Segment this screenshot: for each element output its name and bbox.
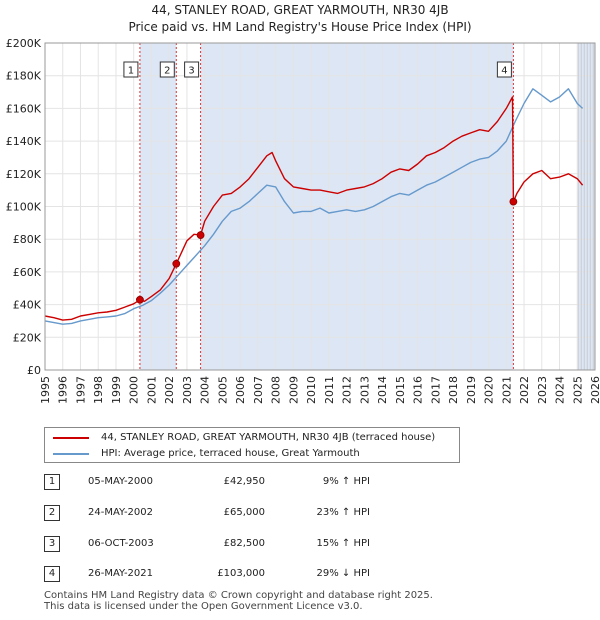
table-row: 1 05-MAY-2000 £42,950 9% ↑ HPI — [0, 474, 600, 492]
x-tick-label: 2009 — [287, 376, 300, 404]
y-tick-label: £200K — [6, 37, 42, 50]
x-tick-label: 2020 — [483, 376, 496, 404]
sale-marker-box — [184, 61, 200, 78]
sale-point — [196, 231, 205, 240]
x-tick-label: 2012 — [341, 376, 354, 404]
x-tick-label: 2008 — [270, 376, 283, 404]
sale-marker-label: 3 — [188, 66, 194, 77]
sale-marker-box — [159, 61, 175, 78]
table-row: 3 06-OCT-2003 £82,500 15% ↑ HPI — [0, 536, 600, 554]
price-chart: 1 2 3 4 £0 £20K £40K £60K £80K £100K £120K £140K £16… — [6, 37, 600, 404]
sale-hpi-diff: 29% ↓ HPI — [316, 568, 370, 579]
sale-date: 06-OCT-2003 — [88, 538, 154, 549]
x-tick-label: 1996 — [57, 376, 70, 404]
legend-swatch-property — [53, 437, 89, 439]
legend-swatch-hpi — [53, 453, 89, 455]
y-tick-label: £80K — [13, 233, 42, 246]
sale-number-badge: 1 — [44, 474, 60, 490]
sale-point — [509, 197, 518, 206]
sale-date: 24-MAY-2002 — [88, 507, 154, 518]
sale-marker-label: 2 — [164, 66, 170, 77]
y-tick-label: £160K — [6, 102, 42, 115]
x-tick-label: 2003 — [181, 376, 194, 404]
footer-line-2: This data is licensed under the Open Gov… — [44, 601, 363, 612]
y-tick-label: £180K — [6, 70, 42, 83]
legend-label-hpi: HPI: Average price, terraced house, Grea… — [101, 448, 360, 459]
x-tick-label: 1997 — [74, 376, 87, 404]
sale-marker-box — [123, 61, 139, 78]
x-tick-label: 1995 — [39, 376, 52, 404]
sale-date: 05-MAY-2000 — [88, 476, 154, 487]
sale-price: £42,950 — [223, 476, 265, 487]
hpi-line — [44, 88, 584, 325]
x-tick-label: 2023 — [536, 376, 549, 404]
x-tick-label: 2007 — [252, 376, 265, 404]
sale-price: £103,000 — [217, 568, 265, 579]
x-tick-label: 2015 — [394, 376, 407, 404]
sale-price: £82,500 — [223, 538, 265, 549]
x-tick-label: 2000 — [128, 376, 141, 404]
x-tick-label: 2001 — [145, 376, 158, 404]
x-tick-label: 1998 — [92, 376, 105, 404]
sale-number-badge: 3 — [44, 536, 60, 552]
legend-label-property: 44, STANLEY ROAD, GREAT YARMOUTH, NR30 4… — [101, 432, 436, 443]
y-tick-label: £100K — [6, 201, 42, 214]
sale-point — [172, 259, 181, 268]
legend: 44, STANLEY ROAD, GREAT YARMOUTH, NR30 4… — [44, 427, 460, 463]
y-tick-label: £140K — [6, 135, 42, 148]
y-tick-label: £60K — [13, 266, 42, 279]
sale-hpi-diff: 9% ↑ HPI — [322, 476, 370, 487]
x-tick-label: 2022 — [518, 376, 531, 404]
sale-marker-box — [496, 61, 512, 78]
table-row: 2 24-MAY-2002 £65,000 23% ↑ HPI — [0, 505, 600, 523]
future-hatch — [577, 43, 594, 370]
sale-point — [136, 295, 144, 304]
sale-price: £65,000 — [223, 507, 265, 518]
y-tick-label: £120K — [6, 168, 42, 181]
x-tick-label: 2025 — [571, 376, 584, 404]
x-tick-label: 2024 — [554, 376, 567, 404]
x-tick-label: 2026 — [589, 376, 600, 404]
x-tick-label: 2002 — [163, 376, 176, 404]
x-tick-label: 2018 — [447, 376, 460, 404]
x-tick-label: 2005 — [216, 376, 229, 404]
sale-number-badge: 4 — [44, 566, 60, 582]
sale-date: 26-MAY-2021 — [88, 568, 154, 579]
x-tick-label: 2014 — [376, 376, 389, 404]
plot-frame — [44, 42, 596, 371]
footer-line-1: Contains HM Land Registry data © Crown c… — [44, 590, 433, 601]
x-tick-label: 2004 — [199, 376, 212, 404]
y-tick-label: £0 — [27, 364, 41, 377]
x-tick-label: 2013 — [358, 376, 371, 404]
x-tick-label: 2019 — [465, 376, 478, 404]
x-tick-label: 2016 — [412, 376, 425, 404]
x-tick-label: 2011 — [323, 376, 336, 404]
table-row: 4 26-MAY-2021 £103,000 29% ↓ HPI — [0, 566, 600, 584]
footer: Contains HM Land Registry data © Crown c… — [44, 590, 433, 612]
x-tick-label: 1999 — [110, 376, 123, 404]
y-tick-label: £40K — [13, 299, 42, 312]
x-tick-label: 2006 — [234, 376, 247, 404]
x-tick-label: 2021 — [500, 376, 513, 404]
x-tick-label: 2010 — [305, 376, 318, 404]
chart-title: 44, STANLEY ROAD, GREAT YARMOUTH, NR30 4… — [0, 2, 600, 36]
y-tick-label: £20K — [13, 331, 42, 344]
sale-marker-label: 1 — [128, 66, 134, 77]
title-line-2: Price paid vs. HM Land Registry's House … — [128, 20, 472, 34]
sale-hpi-diff: 23% ↑ HPI — [316, 507, 370, 518]
sale-hpi-diff: 15% ↑ HPI — [316, 538, 370, 549]
title-line-1: 44, STANLEY ROAD, GREAT YARMOUTH, NR30 4… — [151, 3, 449, 17]
sale-marker-label: 4 — [501, 66, 507, 77]
sale-number-badge: 2 — [44, 505, 60, 521]
x-tick-label: 2017 — [429, 376, 442, 404]
